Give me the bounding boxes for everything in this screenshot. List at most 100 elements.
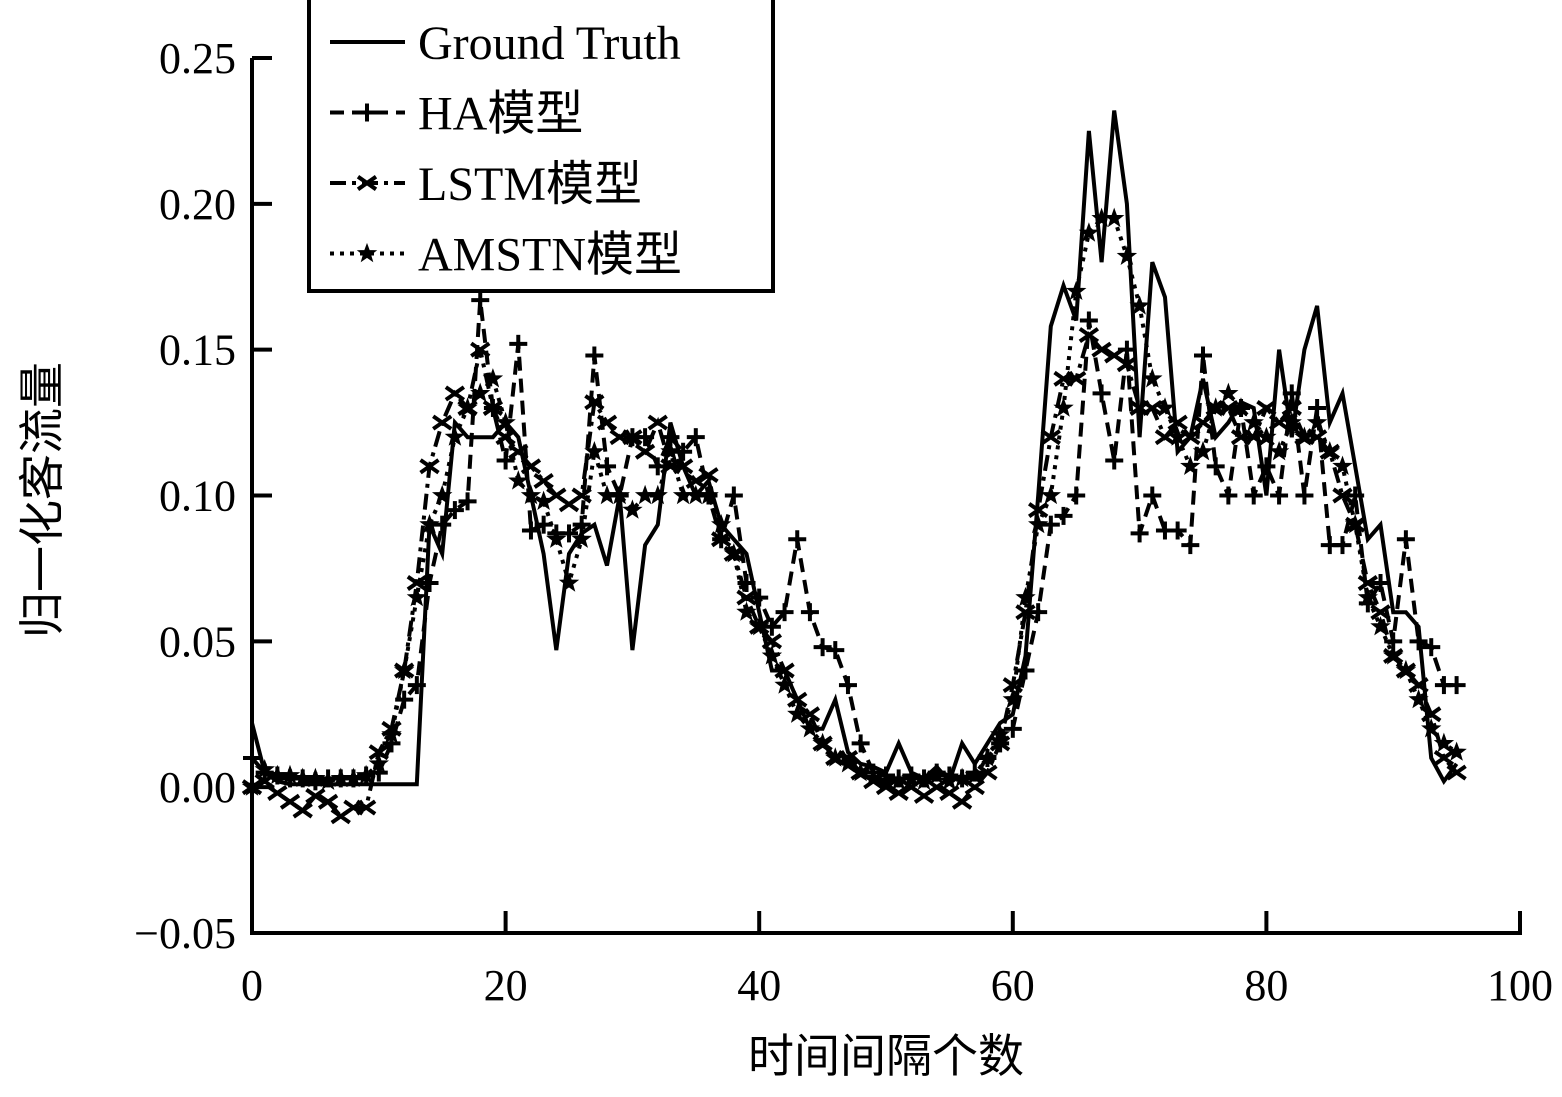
data-point-ha xyxy=(1168,521,1187,540)
data-point-amstn xyxy=(1294,426,1315,446)
data-point-lstm xyxy=(1091,341,1112,358)
y-tick-label: 0.05 xyxy=(159,617,236,666)
data-point-ha xyxy=(521,521,540,540)
y-tick-label: 0.25 xyxy=(159,34,236,83)
data-point-amstn xyxy=(1306,411,1328,432)
data-point-amstn xyxy=(1408,689,1429,709)
data-point-amstn xyxy=(609,484,630,505)
legend-item: HA模型 xyxy=(330,88,583,141)
data-point-amstn xyxy=(634,484,656,505)
legend-marker-star-icon xyxy=(356,242,378,263)
data-point-amstn xyxy=(584,440,605,461)
data-point-amstn xyxy=(419,514,440,534)
data-point-amstn xyxy=(1002,689,1024,709)
y-tick-label: 0.20 xyxy=(159,180,236,229)
data-point-ha xyxy=(1105,451,1124,470)
y-tick-label: −0.05 xyxy=(134,909,236,958)
data-point-lstm xyxy=(1078,327,1100,344)
data-point-amstn xyxy=(1268,440,1290,461)
data-point-lstm xyxy=(305,787,326,804)
data-point-amstn xyxy=(1332,455,1353,475)
x-tick-label: 20 xyxy=(484,961,528,1010)
data-point-amstn xyxy=(989,724,1011,744)
data-point-amstn xyxy=(1370,616,1391,636)
data-point-amstn xyxy=(825,747,846,767)
data-point-ha xyxy=(1244,486,1263,505)
data-point-amstn xyxy=(343,767,364,788)
data-point-amstn xyxy=(1116,245,1138,265)
data-point-lstm xyxy=(432,414,453,431)
data-point-ha xyxy=(1206,457,1225,476)
data-point-amstn xyxy=(964,764,985,785)
data-point-amstn xyxy=(457,397,478,417)
data-point-amstn xyxy=(368,753,390,773)
data-point-lstm xyxy=(317,793,339,810)
data-point-lstm xyxy=(1167,414,1188,431)
data-point-ha xyxy=(775,603,794,622)
data-point-lstm xyxy=(1180,429,1201,446)
data-point-amstn xyxy=(1167,426,1188,446)
legend-box xyxy=(307,0,775,293)
data-point-amstn xyxy=(1028,514,1049,534)
data-point-amstn xyxy=(622,499,643,519)
data-point-amstn xyxy=(1433,732,1455,753)
x-tick-label: 60 xyxy=(991,961,1035,1010)
data-point-amstn xyxy=(1078,222,1100,242)
data-point-amstn xyxy=(1357,586,1378,607)
data-point-ha xyxy=(1396,530,1415,549)
data-point-amstn xyxy=(1446,741,1467,761)
data-point-ha xyxy=(407,676,426,695)
data-point-amstn xyxy=(1104,207,1125,228)
data-point-amstn xyxy=(774,674,795,694)
data-point-amstn xyxy=(926,764,947,785)
data-point-amstn xyxy=(939,770,960,790)
data-point-amstn xyxy=(394,659,415,680)
data-point-lstm xyxy=(647,414,668,431)
data-point-lstm xyxy=(622,429,643,446)
data-point-amstn xyxy=(837,753,859,773)
y-tick-label: 0.00 xyxy=(159,763,236,812)
legend-label: AMSTN模型 xyxy=(418,229,682,282)
data-point-amstn xyxy=(1015,586,1036,607)
data-point-lstm xyxy=(368,744,389,761)
data-point-lstm xyxy=(406,575,427,591)
data-point-ha xyxy=(686,428,705,447)
data-point-lstm xyxy=(634,443,656,460)
data-point-ha xyxy=(585,346,604,365)
legend-marker-plus-icon xyxy=(358,103,376,122)
data-point-ha xyxy=(1130,524,1149,543)
data-point-amstn xyxy=(495,411,516,432)
data-point-ha xyxy=(420,574,439,592)
data-point-ha xyxy=(826,641,845,660)
data-point-amstn xyxy=(1154,397,1176,417)
data-point-amstn xyxy=(1218,382,1239,403)
data-point-lstm xyxy=(761,633,783,650)
x-axis-label: 时间间隔个数 xyxy=(748,1031,1024,1082)
legend-item: LSTM模型 xyxy=(330,158,642,211)
data-point-amstn xyxy=(647,484,668,505)
y-tick-label: 0.15 xyxy=(159,326,236,375)
data-point-ha xyxy=(1257,457,1276,476)
data-point-amstn xyxy=(571,528,592,548)
data-point-ha xyxy=(750,588,769,607)
data-point-amstn xyxy=(850,761,871,782)
data-point-ha xyxy=(1067,486,1086,505)
series-line-amstn xyxy=(250,216,1458,789)
data-point-amstn xyxy=(482,368,504,388)
data-point-lstm xyxy=(1281,400,1302,416)
data-point-amstn xyxy=(1065,280,1087,300)
data-point-amstn xyxy=(1192,441,1214,461)
data-point-amstn xyxy=(723,543,744,563)
data-point-ha xyxy=(1295,486,1314,505)
data-point-amstn xyxy=(533,490,554,510)
data-point-ha xyxy=(851,734,870,753)
data-point-ha xyxy=(1270,486,1289,505)
data-point-amstn xyxy=(1053,397,1074,417)
data-point-ha xyxy=(1333,536,1352,555)
data-point-ha xyxy=(1447,676,1466,695)
y-tick-label: 0.10 xyxy=(159,472,236,521)
data-point-amstn xyxy=(799,718,821,738)
data-point-ha xyxy=(445,501,464,520)
data-point-lstm xyxy=(711,531,732,548)
data-point-amstn xyxy=(977,747,998,767)
